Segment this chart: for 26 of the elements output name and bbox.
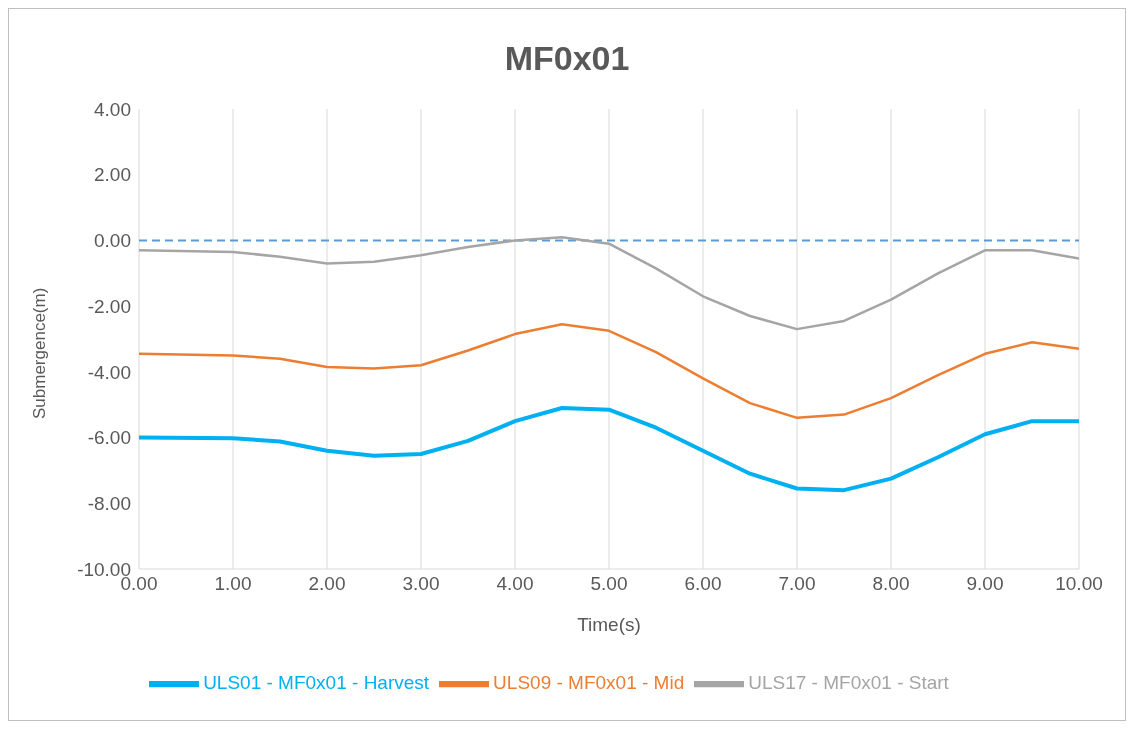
y-tick-label: 4.00: [94, 98, 131, 120]
line-series: [139, 235, 1079, 331]
x-tick-label: 4.00: [496, 573, 534, 595]
y-tick-label: -6.00: [87, 427, 131, 449]
y-tick-label: -4.00: [87, 361, 131, 383]
x-tick-label: 10.00: [1055, 573, 1103, 595]
legend-label: ULS01 - MF0x01 - Harvest: [203, 672, 430, 694]
legend-label: ULS09 - MF0x01 - Mid: [493, 672, 685, 694]
x-axis-title: Time(s): [577, 614, 641, 635]
x-tick-label: 2.00: [308, 573, 346, 595]
x-tick-label: 6.00: [684, 573, 722, 595]
x-tick-label: 8.00: [872, 573, 910, 595]
chart-title: MF0x01: [503, 38, 631, 79]
line-series: [139, 406, 1079, 493]
line-series: [139, 322, 1079, 420]
y-tick-label: -8.00: [87, 493, 131, 515]
legend-label: ULS17 - MF0x01 - Start: [748, 672, 949, 694]
y-axis-title: Submergence(m): [30, 287, 50, 419]
x-tick-label: 1.00: [214, 573, 252, 595]
y-tick-label: 0.00: [94, 230, 131, 252]
x-tick-label: 5.00: [590, 573, 628, 595]
y-tick-label: -2.00: [87, 295, 131, 317]
x-tick-label: 3.00: [402, 573, 440, 595]
x-tick-label: 9.00: [966, 573, 1004, 595]
x-tick-label: 7.00: [778, 573, 816, 595]
y-tick-label: 2.00: [94, 164, 131, 186]
